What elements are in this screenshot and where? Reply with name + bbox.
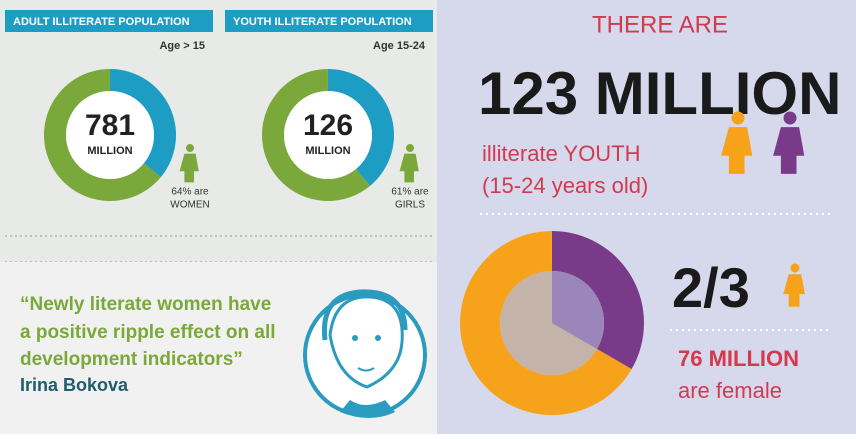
quote-line: development indicators”	[20, 349, 243, 370]
share-label: 61% are	[391, 187, 429, 198]
quote-line: a positive ripple effect on all	[20, 322, 276, 343]
header: YOUTH ILLITERATE POPULATION	[233, 16, 412, 28]
female-text: are female	[678, 378, 782, 403]
portrait	[305, 292, 425, 418]
quote-author: Irina Bokova	[20, 375, 129, 395]
group-label: WOMEN	[170, 200, 209, 211]
big-number: 126	[303, 109, 353, 142]
person-icon	[784, 112, 797, 125]
share-label: 64% are	[171, 187, 209, 198]
fraction: 2/3	[672, 256, 750, 319]
intro: THERE ARE	[592, 11, 728, 38]
unit: MILLION	[305, 145, 350, 157]
person-icon	[186, 144, 194, 152]
female-count: 76 MILLION	[678, 346, 799, 371]
age-label: Age > 15	[159, 40, 205, 52]
subtitle: (15-24 years old)	[482, 173, 648, 198]
infographic: “Newly literate women have a positive ri…	[0, 0, 856, 434]
subtitle: illiterate YOUTH	[482, 141, 641, 166]
quote-line: “Newly literate women have	[20, 294, 271, 315]
person-icon	[732, 112, 745, 125]
big-number: 781	[85, 109, 135, 142]
age-label: Age 15-24	[373, 40, 426, 52]
person-icon	[791, 264, 800, 273]
header: ADULT ILLITERATE POPULATION	[13, 16, 190, 28]
group-label: GIRLS	[395, 200, 425, 211]
unit: MILLION	[87, 145, 132, 157]
person-icon	[406, 144, 414, 152]
